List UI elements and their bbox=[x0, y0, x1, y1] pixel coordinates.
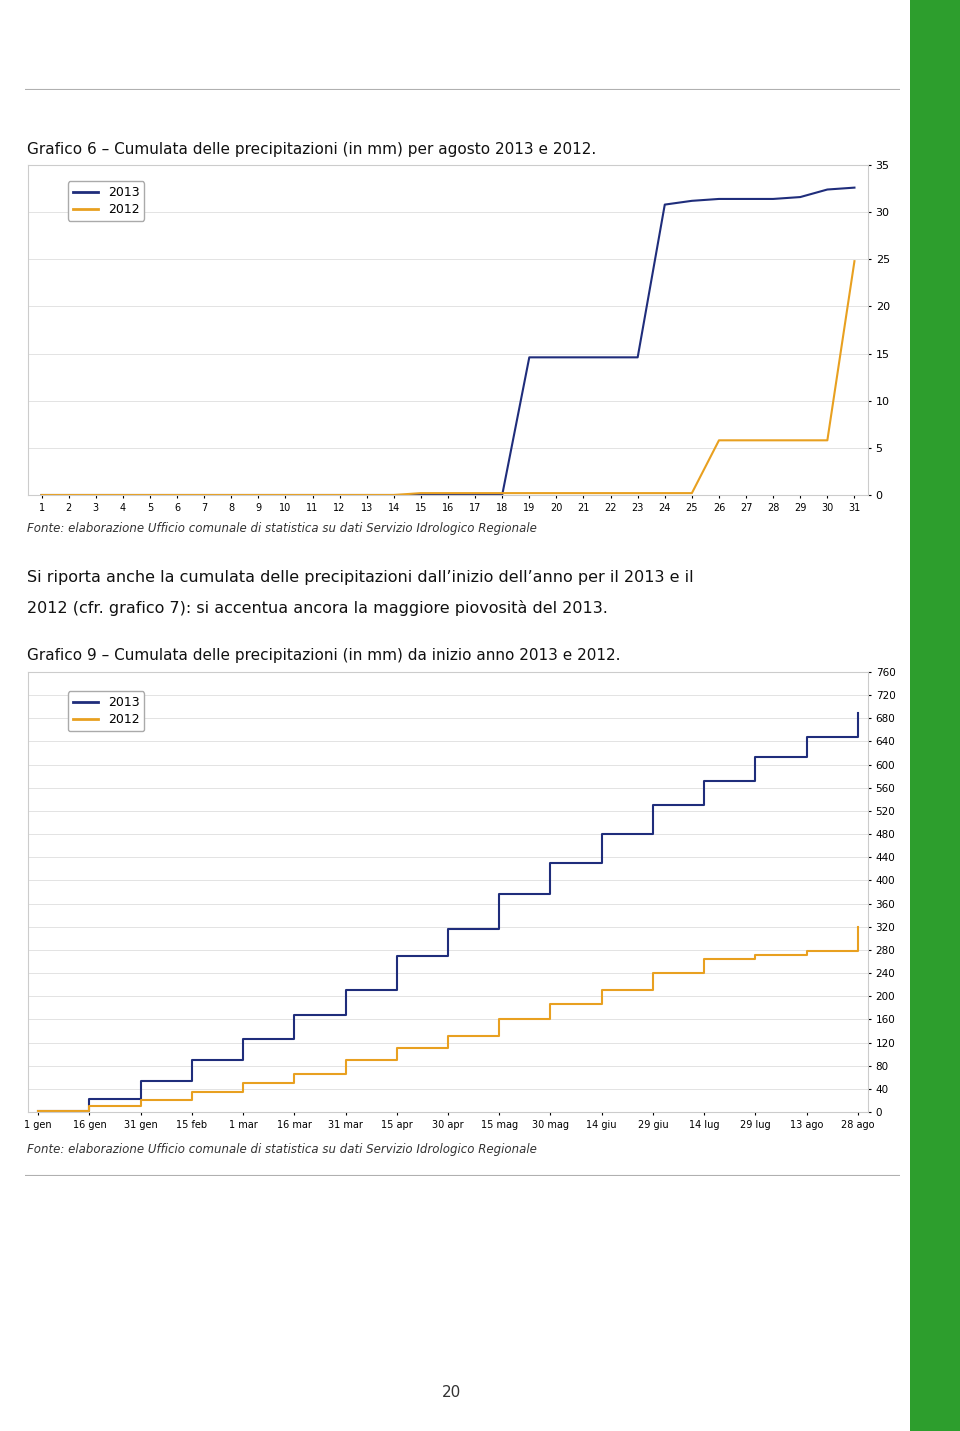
2012 bbox=[307, 487, 319, 504]
2013 bbox=[605, 349, 616, 366]
2013 bbox=[279, 487, 291, 504]
2012 bbox=[822, 432, 833, 449]
2013 bbox=[767, 190, 779, 207]
2013 bbox=[415, 487, 426, 504]
2013 bbox=[632, 349, 643, 366]
2012 bbox=[63, 487, 75, 504]
Text: Si riporta anche la cumulata delle precipitazioni dall’inizio dell’anno per il 2: Si riporta anche la cumulata delle preci… bbox=[27, 570, 693, 585]
2012 bbox=[605, 485, 616, 502]
2012 bbox=[171, 487, 182, 504]
2012 bbox=[36, 487, 47, 504]
2012 bbox=[686, 485, 698, 502]
2013 bbox=[199, 487, 210, 504]
Text: Fonte: elaborazione Ufficio comunale di statistica su dati Servizio Idrologico R: Fonte: elaborazione Ufficio comunale di … bbox=[27, 522, 537, 535]
Text: 20: 20 bbox=[442, 1385, 461, 1400]
2013 bbox=[849, 179, 860, 196]
2012 bbox=[252, 487, 264, 504]
Text: Fonte: elaborazione Ufficio comunale di statistica su dati Servizio Idrologico R: Fonte: elaborazione Ufficio comunale di … bbox=[27, 1143, 537, 1156]
2012 bbox=[388, 487, 399, 504]
2012 bbox=[496, 485, 508, 502]
2012 bbox=[659, 485, 670, 502]
2012 bbox=[713, 432, 725, 449]
2013 bbox=[713, 190, 725, 207]
2012 bbox=[199, 487, 210, 504]
2012 bbox=[523, 485, 535, 502]
2013 bbox=[659, 196, 670, 213]
Text: 2012 (cfr. grafico 7): si accentua ancora la maggiore piovosità del 2013.: 2012 (cfr. grafico 7): si accentua ancor… bbox=[27, 600, 608, 615]
2013 bbox=[578, 349, 589, 366]
2012 bbox=[767, 432, 779, 449]
Legend: 2013, 2012: 2013, 2012 bbox=[68, 691, 144, 731]
2013 bbox=[686, 192, 698, 209]
2013 bbox=[252, 487, 264, 504]
2013 bbox=[171, 487, 182, 504]
2013 bbox=[226, 487, 237, 504]
Line: 2013: 2013 bbox=[41, 187, 854, 495]
2013 bbox=[496, 487, 508, 504]
2013 bbox=[523, 349, 535, 366]
2012 bbox=[334, 487, 346, 504]
2012 bbox=[849, 253, 860, 270]
2012 bbox=[144, 487, 156, 504]
2012 bbox=[578, 485, 589, 502]
2012 bbox=[90, 487, 102, 504]
2013 bbox=[388, 487, 399, 504]
2013 bbox=[795, 189, 806, 206]
2013 bbox=[307, 487, 319, 504]
2013 bbox=[36, 487, 47, 504]
Text: Grafico 6 – Cumulata delle precipitazioni (in mm) per agosto 2013 e 2012.: Grafico 6 – Cumulata delle precipitazion… bbox=[27, 142, 596, 157]
2012 bbox=[361, 487, 372, 504]
2013 bbox=[334, 487, 346, 504]
2012 bbox=[279, 487, 291, 504]
2013 bbox=[361, 487, 372, 504]
2013 bbox=[117, 487, 129, 504]
2012 bbox=[740, 432, 752, 449]
2012 bbox=[551, 485, 563, 502]
Line: 2012: 2012 bbox=[41, 262, 854, 495]
2013 bbox=[90, 487, 102, 504]
Text: Grafico 9 – Cumulata delle precipitazioni (in mm) da inizio anno 2013 e 2012.: Grafico 9 – Cumulata delle precipitazion… bbox=[27, 648, 620, 663]
2012 bbox=[443, 485, 454, 502]
2013 bbox=[822, 180, 833, 197]
2012 bbox=[415, 485, 426, 502]
2012 bbox=[226, 487, 237, 504]
2013 bbox=[469, 487, 481, 504]
2012 bbox=[795, 432, 806, 449]
2013 bbox=[144, 487, 156, 504]
2012 bbox=[117, 487, 129, 504]
2012 bbox=[469, 485, 481, 502]
2013 bbox=[740, 190, 752, 207]
2013 bbox=[63, 487, 75, 504]
2013 bbox=[443, 487, 454, 504]
Legend: 2013, 2012: 2013, 2012 bbox=[68, 182, 144, 220]
2012 bbox=[632, 485, 643, 502]
2013 bbox=[551, 349, 563, 366]
